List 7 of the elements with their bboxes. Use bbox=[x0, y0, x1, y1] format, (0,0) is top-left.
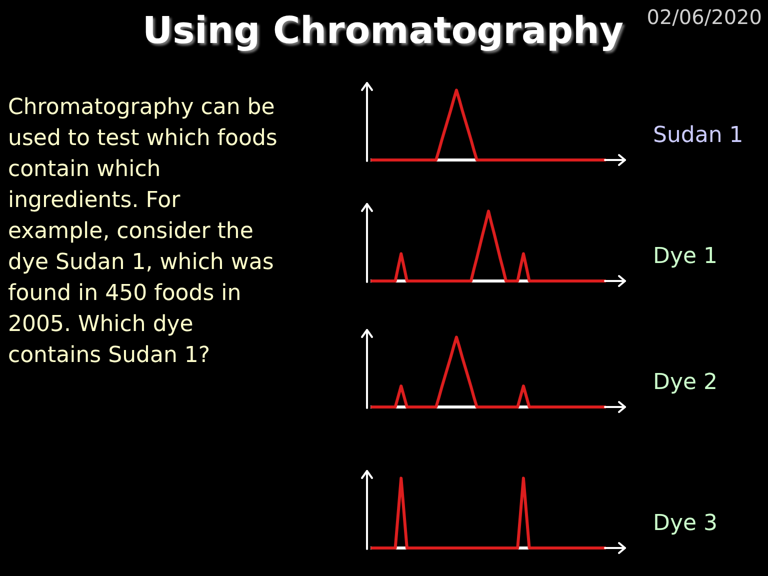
text: 02/06/2020 bbox=[646, 5, 762, 29]
text: Dye 2 bbox=[653, 369, 718, 397]
text: Using Chromatography bbox=[142, 9, 624, 52]
text: Sudan 1 bbox=[653, 122, 744, 150]
text: Dye 1 bbox=[653, 243, 718, 271]
text: Dye 3 bbox=[653, 510, 718, 538]
text: Chromatography can be used to test which foods contain which ingredients. For example, consider the dye Sudan 1, which was found in 450 foods in 2005. Which dye contains Sudan 1? bbox=[8, 95, 278, 368]
